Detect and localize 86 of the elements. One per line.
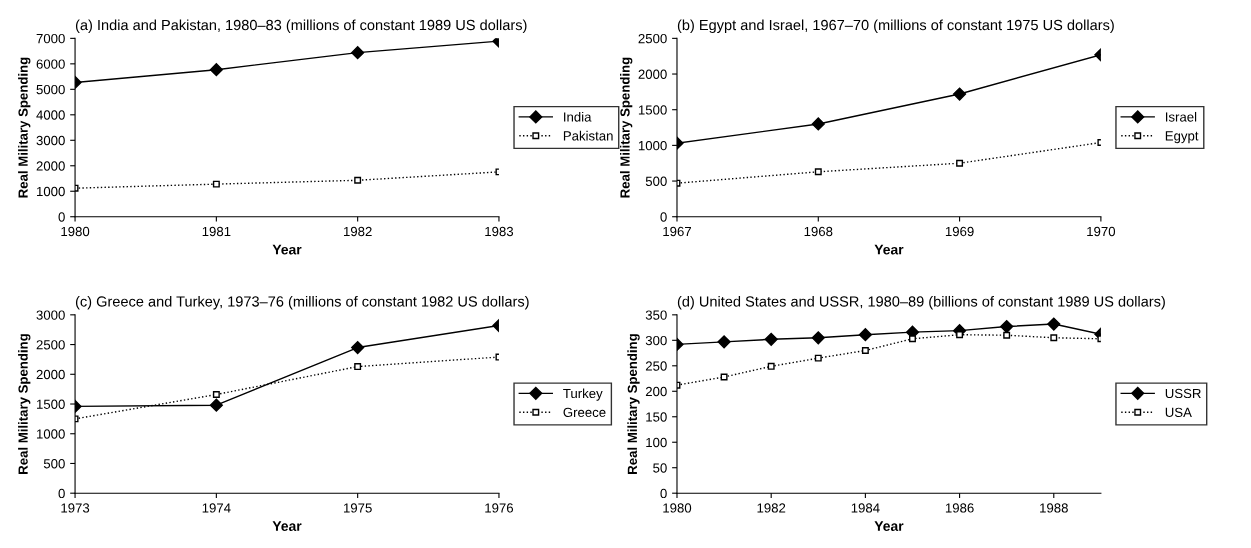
y-tick-label: 0 — [58, 488, 65, 499]
x-tick-label: 1981 — [202, 226, 231, 237]
point — [764, 332, 778, 346]
y-tick-label: 7000 — [36, 33, 65, 44]
y-tick-label: 2000 — [36, 161, 65, 171]
y-axis-title: Real Military Spending — [620, 57, 633, 198]
y-axis-title: Real Military Spending — [18, 57, 31, 198]
chart-title: (d) United States and USSR, 1980–89 (billions of constant 1989 US dollars) — [677, 295, 1165, 310]
x-tick-label: 1969 — [945, 226, 974, 237]
point — [212, 180, 220, 188]
point — [717, 335, 731, 349]
point — [212, 391, 220, 398]
y-tick-label: 6000 — [36, 59, 65, 69]
y-axis-title: Real Military Spending — [627, 334, 640, 474]
x-tick-label: 1975 — [343, 503, 372, 513]
x-axis-title: Year — [874, 244, 904, 255]
y-tick-label: 500 — [645, 176, 667, 186]
y-tick-label: 2000 — [638, 69, 667, 79]
y-tick-label: 200 — [645, 386, 667, 397]
y-tick-label: 100 — [646, 437, 667, 448]
legend-label: Egypt — [1165, 131, 1199, 144]
point — [811, 331, 825, 345]
y-tick-label: 1000 — [36, 186, 65, 197]
x-tick-label: 1973 — [61, 503, 90, 513]
point — [814, 354, 822, 362]
y-tick-label: 3000 — [36, 310, 65, 320]
y-tick-label: 500 — [43, 459, 65, 469]
x-axis-title: Year — [272, 521, 302, 531]
legend-label: USA — [1165, 407, 1192, 418]
y-tick-label: 0 — [660, 212, 667, 222]
x-axis-title: Year — [874, 521, 904, 531]
x-tick-label: 1982 — [343, 226, 372, 237]
point — [956, 331, 964, 339]
y-tick-label: 350 — [645, 310, 667, 320]
chart-title: (b) Egypt and Israel, 1967–70 (millions of constant 1975 US dollars) — [677, 19, 1114, 34]
y-axis-title: Real Military Spending — [18, 334, 31, 474]
legend-label: Pakistan — [563, 130, 613, 141]
y-tick-label: 5000 — [36, 84, 65, 95]
point — [909, 335, 916, 343]
point — [1047, 317, 1061, 331]
y-tick-label: 250 — [645, 361, 667, 371]
x-tick-label: 1968 — [804, 226, 833, 237]
x-tick-label: 1986 — [945, 503, 974, 513]
point — [767, 362, 775, 370]
x-tick-label: 1974 — [202, 503, 231, 513]
point — [1000, 319, 1014, 334]
y-tick-label: 0 — [660, 488, 667, 499]
y-tick-label: 0 — [58, 212, 65, 222]
y-tick-label: 1000 — [36, 429, 65, 439]
y-tick-label: 2000 — [36, 369, 65, 380]
point — [861, 347, 869, 354]
legend-label: USSR — [1165, 388, 1201, 399]
x-tick-label: 1967 — [663, 226, 691, 237]
y-tick-label: 1000 — [638, 140, 667, 151]
y-tick-label: 150 — [646, 412, 667, 422]
legend-label: India — [564, 111, 592, 122]
y-tick-label: 2500 — [638, 33, 667, 44]
y-tick-label: 1500 — [36, 399, 65, 409]
legend-label: Greece — [563, 407, 606, 418]
point — [956, 159, 964, 167]
point — [814, 168, 822, 176]
point — [1003, 331, 1011, 339]
chart-title: (c) Greece and Turkey, 1973–76 (millions of constant 1982 US dollars) — [75, 295, 529, 310]
y-tick-label: 2500 — [36, 340, 65, 350]
x-tick-label: 1970 — [1087, 226, 1116, 237]
y-tick-label: 300 — [645, 335, 667, 346]
x-tick-label: 1980 — [663, 503, 692, 513]
legend-label: Israel — [1165, 111, 1197, 122]
y-tick-label: 50 — [653, 463, 667, 473]
point — [720, 373, 728, 381]
x-tick-label: 1976 — [485, 503, 514, 513]
point — [1050, 334, 1058, 342]
chart-title: (a) India and Pakistan, 1980–83 (millions of constant 1989 US dollars) — [75, 19, 527, 34]
legend-label: Turkey — [563, 388, 603, 401]
x-axis-title: Year — [272, 244, 302, 255]
point — [354, 176, 362, 184]
y-tick-label: 4000 — [36, 110, 65, 120]
x-tick-label: 1983 — [485, 226, 514, 237]
y-tick-label: 3000 — [36, 135, 65, 146]
point — [354, 363, 362, 371]
y-tick-label: 1500 — [638, 105, 667, 115]
point — [858, 328, 872, 342]
x-tick-label: 1982 — [757, 503, 786, 513]
x-tick-label: 1980 — [61, 226, 90, 237]
x-tick-label: 1984 — [851, 503, 880, 513]
x-tick-label: 1988 — [1040, 503, 1068, 513]
